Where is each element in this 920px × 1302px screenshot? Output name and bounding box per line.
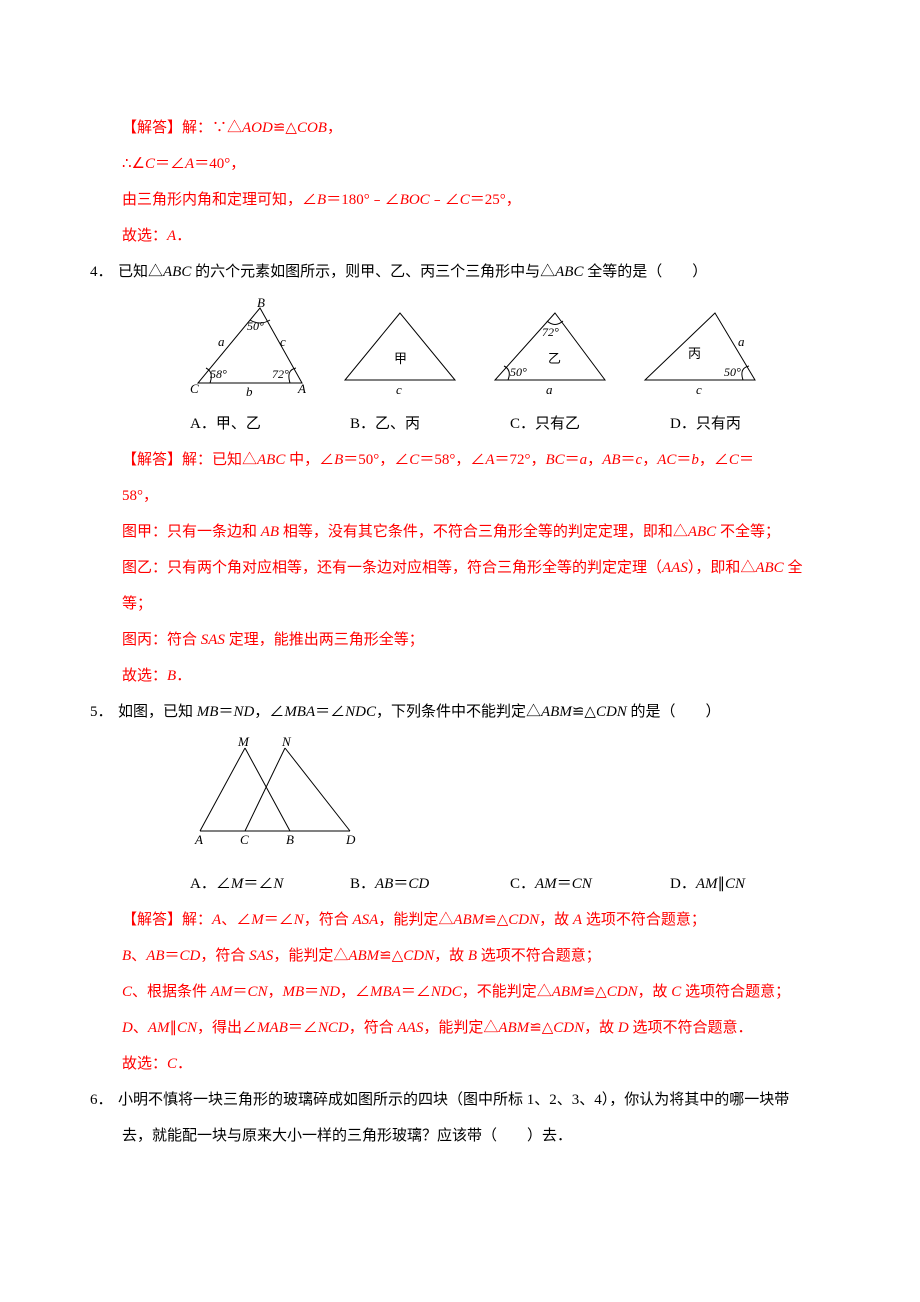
svg-text:C: C [240,832,249,846]
q4-stem: 4．已知△ABC 的六个元素如图所示，则甲、乙、丙三个三角形中与△ABC 全等的… [90,254,830,290]
text: ． [176,228,191,244]
svg-text:A: A [194,832,203,846]
svg-text:丙: 丙 [688,346,701,361]
q3-sol-line3: 由三角形内角和定理可知，∠B＝180°﹣∠BOC﹣∠C＝25°， [90,182,830,218]
q5-sol-4: D、AM∥CN，得出∠MAB＝∠NCD，符合 AAS，能判定△ABM≌△CDN，… [90,1010,830,1046]
q5-stem: 5．如图，已知 MB＝ND，∠MBA＝∠NDC，下列条件中不能判定△ABM≌△C… [90,694,830,730]
sym: A [185,156,194,172]
sym: AOD [242,120,273,136]
sym: BOC [400,192,430,208]
sym: C [460,192,470,208]
svg-text:D: D [345,832,356,846]
q3-sol-line1: 【解答】解：∵△AOD≌△COB， [90,110,830,146]
text: 去，就能配一块与原来大小一样的三角形玻璃？应该带（ ）去． [122,1128,572,1144]
svg-text:c: c [396,382,402,397]
q4-option-a: A．甲、乙 [190,406,350,442]
svg-text:b: b [246,384,253,398]
text: ≌△ [273,120,297,136]
q5-option-d: D．AM∥CN [670,866,830,902]
svg-text:50°: 50° [724,365,741,379]
svg-text:B: B [257,298,265,310]
svg-text:a: a [546,382,553,397]
svg-text:C: C [190,381,199,396]
q4-sol-5: 等； [90,586,830,622]
q5-figure: M N A C B D [90,736,830,860]
q4-options: A．甲、乙 B．乙、丙 C．只有乙 D．只有丙 [90,406,830,442]
text: ， [327,120,342,136]
q4-sol-6: 图丙：符合 SAS 定理，能推出两三角形全等； [90,622,830,658]
q5-options: A．∠M＝∠N B．AB＝CD C．AM＝CN D．AM∥CN [90,866,830,902]
q5-number: 5． [90,694,118,730]
q4-sol-1: 【解答】解：已知△ABC 中，∠B＝50°，∠C＝58°，∠A＝72°，BC＝a… [90,442,830,478]
q4-sol-7: 故选：B． [90,658,830,694]
svg-text:50°: 50° [510,365,527,379]
text: ＝∠ [155,156,185,172]
q5-sol-3: C、根据条件 AM＝CN，MB＝ND，∠MBA＝∠NDC，不能判定△ABM≌△C… [90,974,830,1010]
svg-text:M: M [237,736,250,749]
text: 故选： [122,228,167,244]
sym: COB [297,120,327,136]
text: 由三角形内角和定理可知，∠ [122,192,317,208]
svg-text:N: N [281,736,292,749]
sym: B [317,192,326,208]
q4-sol-4: 图乙：只有两个角对应相等，还有一条边对应相等，符合三角形全等的判定定理（AAS）… [90,550,830,586]
q3-sol-line2: ∴∠C＝∠A＝40°， [90,146,830,182]
svg-text:B: B [286,832,294,846]
text: ﹣∠ [430,192,460,208]
sym: C [145,156,155,172]
sym: A [167,228,176,244]
svg-text:甲: 甲 [394,351,407,366]
q4-number: 4． [90,254,118,290]
q6-number: 6． [90,1082,118,1118]
text: ∴∠ [122,156,145,172]
text: ＝25°， [470,192,521,208]
sym: ABC [163,264,191,280]
q5-option-a: A．∠M＝∠N [190,866,350,902]
svg-text:58°: 58° [210,367,227,381]
sym: ABC [555,264,583,280]
q4-triangle-bing: 50° 丙 a c [640,308,760,398]
q4-figures: B C A a c b 50° 58° 72° 甲 c 72° 50° 乙 a … [90,298,830,398]
q4-triangle-abc: B C A a c b 50° 58° 72° [190,298,310,398]
svg-text:c: c [280,334,286,349]
q6-stem-line1: 6．小明不慎将一块三角形的玻璃碎成如图所示的四块（图中所标 1、2、3、4），你… [90,1082,830,1118]
text: 【解答】解：∵△ [122,120,242,136]
text: 小明不慎将一块三角形的玻璃碎成如图所示的四块（图中所标 1、2、3、4），你认为… [118,1092,789,1108]
q4-triangle-jia: 甲 c [340,308,460,398]
text: ＝40°， [194,156,245,172]
q6-stem-line2: 去，就能配一块与原来大小一样的三角形玻璃？应该带（ ）去． [90,1118,830,1154]
svg-text:72°: 72° [542,325,559,339]
svg-text:50°: 50° [247,319,264,333]
q3-sol-line4: 故选：A． [90,218,830,254]
q4-sol-3: 图甲：只有一条边和 AB 相等，没有其它条件，不符合三角形全等的判定定理，即和△… [90,514,830,550]
q4-triangle-yi: 72° 50° 乙 a [490,308,610,398]
svg-text:72°: 72° [272,367,289,381]
q4-option-d: D．只有丙 [670,406,830,442]
text: ＝180°﹣∠ [326,192,400,208]
svg-text:a: a [218,334,225,349]
text: 的六个元素如图所示，则甲、乙、丙三个三角形中与△ [191,264,555,280]
svg-text:A: A [297,381,306,396]
q4-option-b: B．乙、丙 [350,406,510,442]
q5-sol-2: B、AB＝CD，符合 SAS，能判定△ABM≌△CDN，故 B 选项不符合题意； [90,938,830,974]
q5-sol-1: 【解答】解：A、∠M＝∠N，符合 ASA，能判定△ABM≌△CDN，故 A 选项… [90,902,830,938]
q5-sol-5: 故选：C． [90,1046,830,1082]
q4-option-c: C．只有乙 [510,406,670,442]
text: 已知△ [118,264,163,280]
q4-sol-2: 58°， [90,478,830,514]
svg-text:c: c [696,382,702,397]
svg-text:乙: 乙 [548,351,561,366]
text: 全等的是（ ） [583,264,707,280]
svg-text:a: a [738,334,745,349]
q5-option-c: C．AM＝CN [510,866,670,902]
q5-option-b: B．AB＝CD [350,866,510,902]
